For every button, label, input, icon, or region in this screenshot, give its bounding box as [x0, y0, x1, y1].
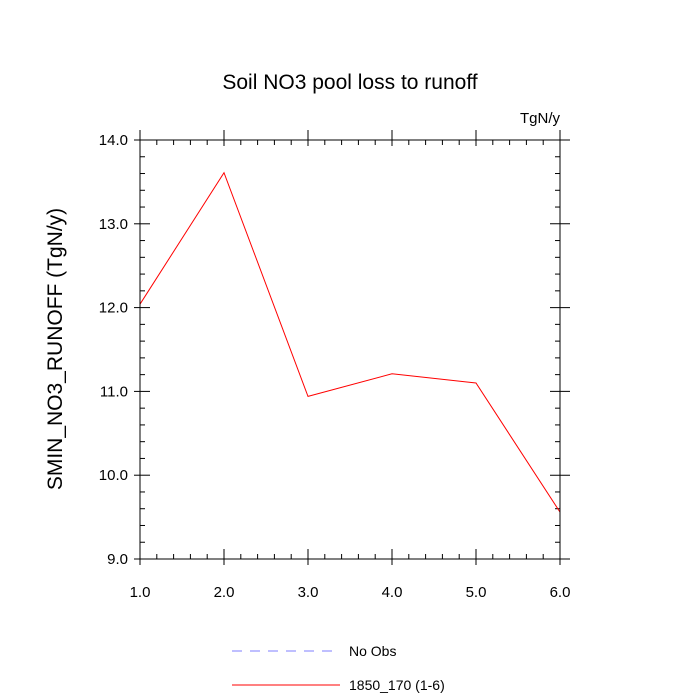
legend-label: No Obs: [349, 643, 396, 659]
x-tick-label: 2.0: [214, 584, 235, 601]
x-tick-label: 6.0: [550, 584, 571, 601]
x-tick-label: 1.0: [130, 584, 151, 601]
y-tick-label: 14.0: [99, 132, 128, 149]
y-tick-label: 9.0: [107, 551, 128, 568]
y-axis-label: SMIN_NO3_RUNOFF (TgN/y): [44, 208, 67, 490]
major-ticks: [134, 130, 570, 565]
legend: No Obs 1850_170 (1-6): [232, 643, 445, 693]
chart-title: Soil NO3 pool loss to runoff: [222, 71, 477, 94]
plot-frame: [139, 139, 561, 560]
units-label: TgN/y: [520, 110, 561, 127]
y-tick-label: 11.0: [100, 383, 128, 400]
minor-ticks: [140, 140, 560, 559]
x-tick-label: 3.0: [298, 584, 319, 601]
series-line: [139, 171, 561, 513]
x-tick-label: 4.0: [382, 584, 403, 601]
y-tick-labels: 9.0 10.0 11.0 12.0 13.0 14.0: [99, 132, 128, 568]
y-tick-label: 13.0: [99, 216, 128, 233]
series-layer: [139, 171, 561, 513]
x-tick-label: 5.0: [466, 584, 487, 601]
y-tick-label: 10.0: [99, 467, 128, 484]
x-tick-labels: 1.0 2.0 3.0 4.0 5.0 6.0: [130, 584, 571, 601]
y-tick-label: 12.0: [99, 300, 128, 317]
legend-label: 1850_170 (1-6): [349, 677, 445, 693]
